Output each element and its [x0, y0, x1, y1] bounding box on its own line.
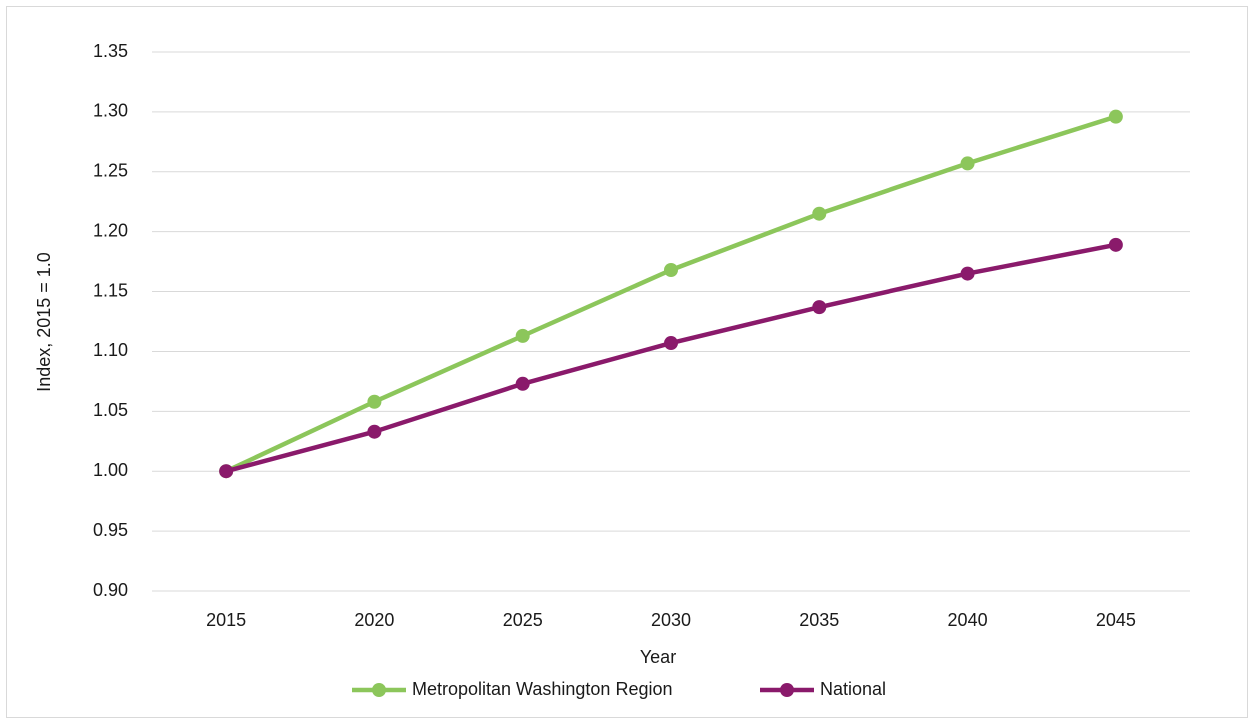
chart-border — [6, 6, 1248, 718]
series-marker — [1108, 109, 1123, 124]
series-marker — [367, 394, 382, 409]
series-marker — [367, 424, 382, 439]
legend-label: National — [820, 679, 886, 699]
series-marker — [515, 376, 530, 391]
y-tick-label: 1.25 — [93, 161, 128, 181]
x-tick-label: 2025 — [503, 610, 543, 630]
y-tick-label: 1.15 — [93, 280, 128, 300]
x-axis-label: Year — [640, 647, 676, 667]
x-tick-label: 2020 — [354, 610, 394, 630]
y-tick-label: 1.10 — [93, 340, 128, 360]
x-tick-label: 2015 — [206, 610, 246, 630]
y-tick-label: 1.35 — [93, 41, 128, 61]
x-tick-label: 2040 — [948, 610, 988, 630]
series-marker — [219, 464, 234, 479]
series-marker — [664, 336, 678, 351]
y-tick-label: 1.00 — [93, 460, 128, 480]
x-tick-label: 2045 — [1096, 610, 1136, 630]
x-tick-label: 2035 — [799, 610, 839, 630]
legend-label: Metropolitan Washington Region — [412, 679, 672, 699]
y-tick-label: 1.05 — [93, 400, 128, 420]
series-marker — [812, 206, 827, 221]
series-marker — [515, 328, 530, 343]
series-marker — [1108, 237, 1123, 252]
series-marker — [812, 300, 827, 315]
y-tick-label: 0.95 — [93, 520, 128, 540]
series-marker — [960, 156, 975, 171]
series-marker — [664, 262, 678, 277]
y-tick-label: 1.30 — [93, 101, 128, 121]
series-marker — [960, 266, 975, 281]
x-tick-label: 2030 — [651, 610, 691, 630]
legend-marker — [780, 683, 794, 697]
y-tick-label: 0.90 — [93, 580, 128, 600]
legend-marker — [372, 683, 386, 697]
y-tick-label: 1.20 — [93, 220, 128, 240]
y-axis-label: Index, 2015 = 1.0 — [34, 252, 54, 392]
